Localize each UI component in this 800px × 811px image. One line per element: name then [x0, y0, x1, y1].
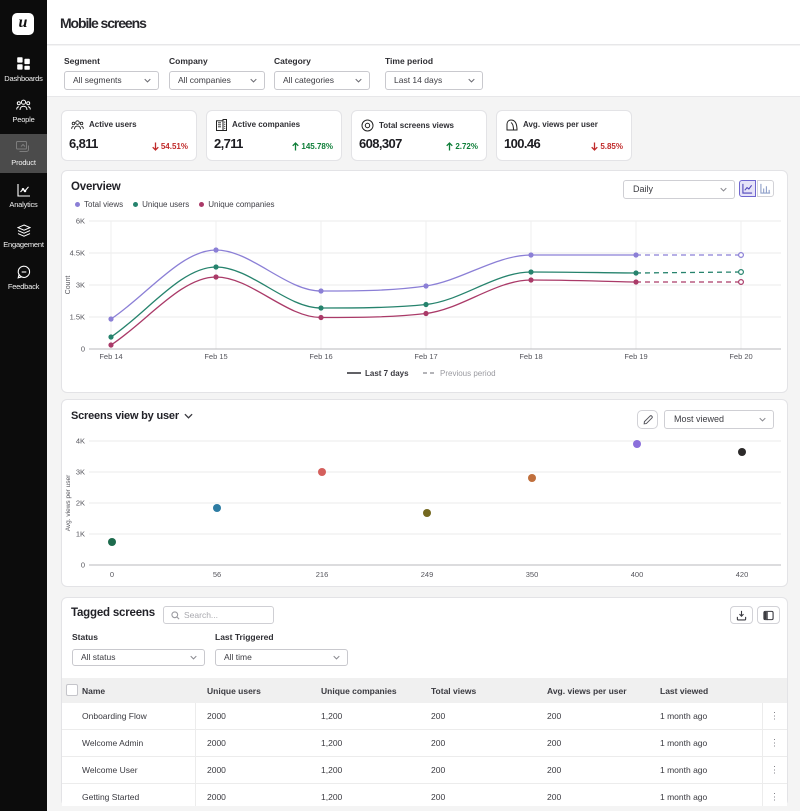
- svg-text:249: 249: [421, 570, 434, 579]
- svg-text:2K: 2K: [76, 499, 85, 508]
- svg-text:56: 56: [213, 570, 221, 579]
- svg-text:Feb 20: Feb 20: [729, 352, 752, 361]
- svg-text:Feb 16: Feb 16: [309, 352, 332, 361]
- svg-text:3K: 3K: [76, 281, 85, 290]
- svg-text:0: 0: [81, 561, 85, 570]
- svg-text:420: 420: [736, 570, 749, 579]
- svg-text:0: 0: [81, 345, 85, 354]
- svg-text:400: 400: [631, 570, 644, 579]
- svg-text:Avg. views per user: Avg. views per user: [65, 474, 72, 531]
- svg-text:6K: 6K: [76, 217, 85, 226]
- svg-text:Previous period: Previous period: [440, 369, 496, 378]
- svg-text:4K: 4K: [76, 437, 85, 446]
- svg-text:Feb 19: Feb 19: [624, 352, 647, 361]
- svg-text:Feb 17: Feb 17: [414, 352, 437, 361]
- svg-text:0: 0: [110, 570, 114, 579]
- svg-text:1K: 1K: [76, 530, 85, 539]
- svg-text:1.5K: 1.5K: [70, 313, 85, 322]
- svg-text:216: 216: [316, 570, 329, 579]
- svg-text:Last 7 days: Last 7 days: [365, 369, 409, 378]
- svg-text:Feb 18: Feb 18: [519, 352, 542, 361]
- svg-text:Feb 15: Feb 15: [204, 352, 227, 361]
- svg-text:Count: Count: [65, 276, 72, 295]
- svg-text:3K: 3K: [76, 468, 85, 477]
- svg-text:4.5K: 4.5K: [70, 249, 85, 258]
- svg-text:Feb 14: Feb 14: [99, 352, 122, 361]
- svg-text:350: 350: [526, 570, 539, 579]
